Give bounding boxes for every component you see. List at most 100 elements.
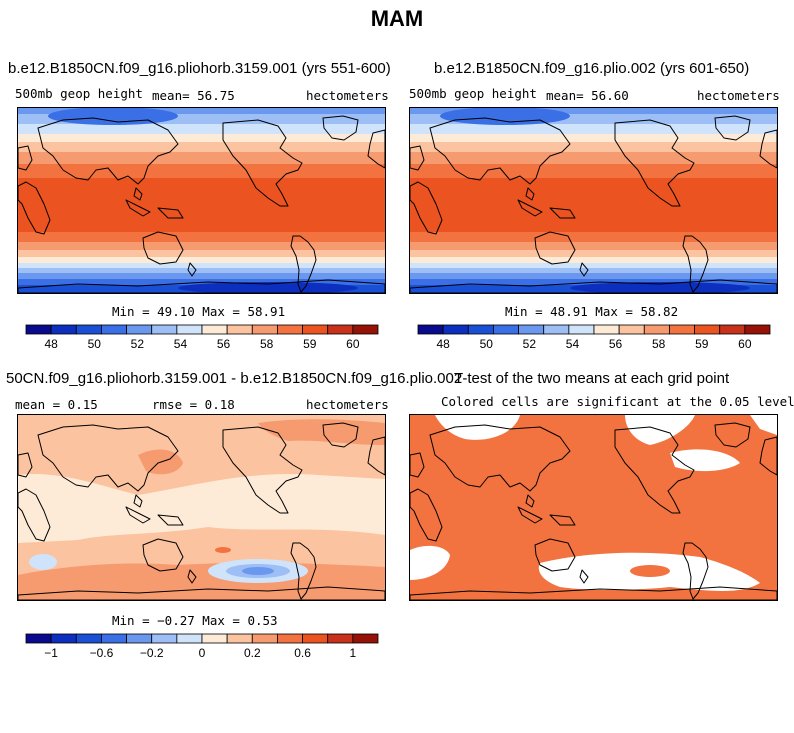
low-height-region bbox=[440, 108, 570, 125]
colorbar-swatch bbox=[327, 633, 354, 644]
colorbar-tick-label: −0.6 bbox=[90, 646, 114, 660]
colorbar-swatch bbox=[352, 633, 379, 644]
field-band bbox=[18, 108, 385, 115]
colorbar-swatch bbox=[277, 633, 303, 644]
field-band bbox=[18, 273, 385, 280]
colorbar-tick-label: 0 bbox=[199, 646, 206, 660]
panel1-minmax: Min = 49.10 Max = 58.91 bbox=[112, 304, 286, 319]
field-band bbox=[410, 134, 777, 143]
field-band bbox=[18, 178, 385, 233]
colorbar-tick-label: 58 bbox=[652, 337, 666, 351]
panel1-colorbar: 48 50 52 54 56 58 59 60 bbox=[25, 324, 379, 352]
low-height-region bbox=[178, 282, 358, 293]
colorbar-swatch bbox=[442, 324, 469, 335]
colorbar-tick-label: 54 bbox=[566, 337, 580, 351]
colorbar-tick-label: 54 bbox=[174, 337, 188, 351]
colorbar-swatch bbox=[226, 633, 253, 644]
field-band bbox=[410, 263, 777, 269]
significant-region bbox=[630, 565, 670, 577]
panel2-mean-label: mean= 56.60 bbox=[546, 88, 629, 103]
colorbar-swatch bbox=[417, 324, 444, 335]
field-band bbox=[410, 268, 777, 274]
panel3-colorbar: −1 −0.6 −0.2 0 0.2 0.6 1 bbox=[25, 633, 379, 661]
colorbar-swatch bbox=[251, 633, 278, 644]
colorbar-tick-label: 50 bbox=[88, 337, 102, 351]
colorbar-swatch bbox=[50, 324, 77, 335]
colorbar-swatch bbox=[151, 324, 178, 335]
field-band bbox=[410, 242, 777, 251]
colorbar-swatch bbox=[126, 324, 153, 335]
field-band bbox=[410, 273, 777, 280]
panel2-units-label: hectometers bbox=[697, 88, 780, 103]
field-band bbox=[18, 142, 385, 153]
panel2-minmax: Min = 48.91 Max = 58.82 bbox=[505, 304, 679, 319]
panel4-subtitle: Colored cells are significant at the 0.0… bbox=[441, 394, 794, 409]
colorbar-swatch bbox=[25, 324, 52, 335]
panel3-map bbox=[17, 414, 386, 601]
colorbar-swatch bbox=[126, 633, 153, 644]
panel1-map bbox=[17, 107, 386, 294]
colorbar-swatch bbox=[618, 324, 645, 335]
positive-diff-region bbox=[215, 547, 231, 553]
colorbar-swatch bbox=[251, 324, 278, 335]
field-band bbox=[410, 124, 777, 135]
panel4-title: T-test of the two means at each grid poi… bbox=[454, 370, 730, 387]
panel2-variable-label: 500mb geop height bbox=[409, 86, 537, 101]
colorbar-tick-label: 56 bbox=[609, 337, 623, 351]
field-band bbox=[18, 242, 385, 251]
panel1-mean-label: mean= 56.75 bbox=[152, 88, 235, 103]
colorbar-swatch bbox=[75, 633, 102, 644]
colorbar-swatch bbox=[50, 633, 77, 644]
colorbar-swatch bbox=[719, 324, 746, 335]
colorbar-swatch bbox=[151, 633, 178, 644]
colorbar-tick-label: 60 bbox=[346, 337, 360, 351]
colorbar-tick-label: 58 bbox=[260, 337, 274, 351]
colorbar-tick-label: −1 bbox=[44, 646, 58, 660]
field-band bbox=[18, 134, 385, 143]
panel1-variable-label: 500mb geop height bbox=[15, 86, 143, 101]
colorbar-swatch bbox=[643, 324, 670, 335]
field-band bbox=[410, 164, 777, 179]
field-band bbox=[410, 108, 777, 115]
figure-title: MAM bbox=[370, 6, 424, 31]
colorbar-tick-label: 52 bbox=[131, 337, 145, 351]
field-band bbox=[410, 232, 777, 243]
field-band bbox=[410, 257, 777, 264]
colorbar-swatch bbox=[226, 324, 253, 335]
colorbar-swatch bbox=[669, 324, 695, 335]
colorbar-tick-label: 59 bbox=[303, 337, 317, 351]
small-diff-region bbox=[18, 474, 385, 543]
non-significant-region bbox=[410, 545, 450, 580]
coastlines bbox=[410, 422, 777, 600]
colorbar-tick-label: 48 bbox=[436, 337, 450, 351]
field-band bbox=[410, 114, 777, 125]
panel1-units-label: hectometers bbox=[306, 88, 389, 103]
panel2-title: b.e12.B1850CN.f09_g16.plio.002 (yrs 601-… bbox=[434, 60, 750, 77]
field-band bbox=[18, 124, 385, 135]
panel3-title: 50CN.f09_g16.pliohorb.3159.001 - b.e12.B… bbox=[6, 370, 463, 387]
colorbar-swatch bbox=[327, 324, 354, 335]
colorbar-swatch bbox=[201, 633, 228, 644]
colorbar-swatch bbox=[593, 324, 620, 335]
colorbar-tick-label: 1 bbox=[350, 646, 357, 660]
panel3-minmax: Min = −0.27 Max = 0.53 bbox=[112, 613, 278, 628]
colorbar-swatch bbox=[694, 324, 721, 335]
colorbar-tick-label: −0.2 bbox=[140, 646, 164, 660]
colorbar-swatch bbox=[568, 324, 595, 335]
colorbar-tick-label: 0.2 bbox=[244, 646, 261, 660]
field-band bbox=[410, 178, 777, 233]
colorbar-swatch bbox=[302, 633, 329, 644]
panel2-colorbar: 48 50 52 54 56 58 59 60 bbox=[417, 324, 771, 352]
colorbar-tick-label: 56 bbox=[217, 337, 231, 351]
non-significant-region bbox=[435, 415, 520, 440]
field-band bbox=[18, 268, 385, 274]
colorbar-swatch bbox=[176, 633, 203, 644]
colorbar-swatch bbox=[25, 633, 52, 644]
colorbar-swatch bbox=[493, 324, 519, 335]
low-height-region bbox=[48, 108, 178, 125]
negative-diff-region bbox=[29, 554, 57, 570]
non-significant-region bbox=[670, 449, 740, 472]
colorbar-tick-label: 50 bbox=[480, 337, 494, 351]
coastlines bbox=[18, 422, 385, 600]
colorbar-swatch bbox=[101, 324, 127, 335]
